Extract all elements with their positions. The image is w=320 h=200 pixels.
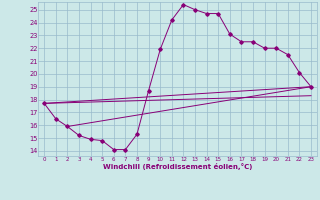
X-axis label: Windchill (Refroidissement éolien,°C): Windchill (Refroidissement éolien,°C) — [103, 163, 252, 170]
